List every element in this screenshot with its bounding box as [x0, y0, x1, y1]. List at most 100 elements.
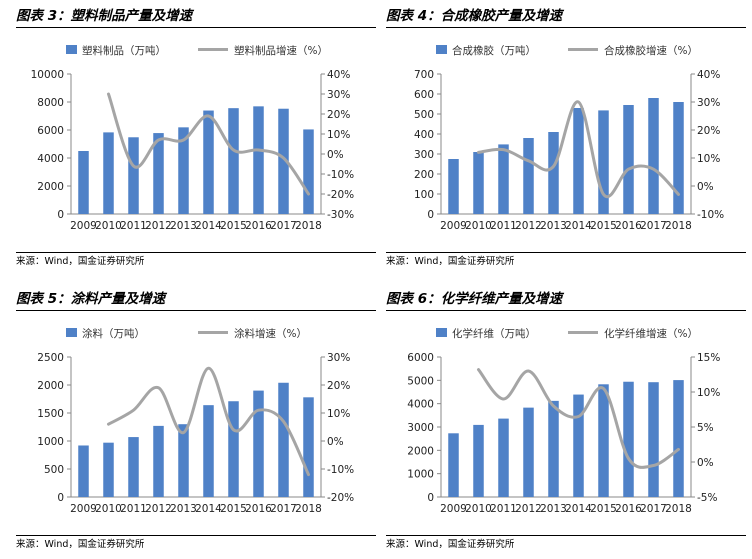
x-tick-label: 2011	[120, 503, 147, 515]
left-tick-label: 5000	[407, 375, 434, 387]
left-tick-label: 500	[44, 464, 64, 476]
right-tick-label: 10%	[697, 153, 720, 165]
x-tick-label: 2012	[145, 503, 172, 515]
growth-line	[107, 92, 310, 196]
right-tick-label: -10%	[327, 169, 354, 181]
legend-label-line: 合成橡胶增速（%）	[604, 44, 698, 57]
left-tick-label: 3000	[407, 422, 434, 434]
bar	[448, 159, 459, 214]
x-tick-label: 2015	[220, 503, 247, 515]
x-tick-label: 2017	[270, 503, 297, 515]
bar	[178, 127, 189, 214]
bar	[598, 110, 609, 214]
x-tick-label: 2014	[565, 503, 592, 515]
right-tick-label: -10%	[697, 209, 724, 221]
left-tick-label: 0	[427, 492, 434, 504]
x-tick-label: 2014	[565, 220, 592, 232]
x-tick-label: 2010	[465, 220, 492, 232]
chart-source: 来源：Wind，国金证券研究所	[16, 252, 376, 270]
left-tick-label: 6000	[407, 352, 434, 364]
x-tick-label: 2014	[195, 503, 222, 515]
x-tick-label: 2009	[440, 220, 467, 232]
left-tick-label: 10000	[31, 69, 64, 81]
chart-panel-chemical-fiber: 图表 6：化学纤维产量及增速 化学纤维（万吨） 化学纤维增速（%） 0 1000 200…	[386, 289, 746, 559]
chart-source: 来源：Wind，国金证券研究所	[386, 252, 746, 270]
x-tick-label: 2018	[665, 503, 692, 515]
right-tick-label: 5%	[697, 422, 714, 434]
x-tick-label: 2011	[490, 503, 517, 515]
left-tick-label: 2000	[37, 380, 64, 392]
right-tick-label: 20%	[327, 380, 350, 392]
bar	[473, 424, 484, 497]
x-tick-label: 2013	[170, 503, 197, 515]
x-tick-label: 2009	[440, 503, 467, 515]
bar	[253, 106, 264, 214]
bar	[228, 108, 239, 214]
chart-panel-coatings: 图表 5：涂料产量及增速 涂料（万吨） 涂料增速（%） 0 500 1000 1500 20…	[16, 289, 376, 559]
bar	[178, 424, 189, 497]
chart-title: 图表 6：化学纤维产量及增速	[386, 289, 746, 311]
right-tick-label: 0%	[327, 436, 344, 448]
chart-title: 图表 4：合成橡胶产量及增速	[386, 6, 746, 28]
bar	[103, 442, 114, 497]
right-tick-label: -20%	[327, 189, 354, 201]
bar	[673, 102, 684, 214]
x-tick-label: 2016	[245, 503, 272, 515]
left-tick-label: 8000	[37, 97, 64, 109]
left-tick-label: 4000	[37, 153, 64, 165]
x-tick-label: 2012	[145, 220, 172, 232]
bar	[548, 400, 559, 497]
x-tick-label: 2011	[490, 220, 517, 232]
right-tick-label: 15%	[697, 352, 720, 364]
left-tick-label: 4000	[407, 399, 434, 411]
bar	[598, 384, 609, 497]
left-tick-label: 700	[414, 69, 434, 81]
bar	[153, 133, 164, 214]
left-tick-label: 200	[414, 169, 434, 181]
legend-swatch-bar	[66, 328, 77, 337]
x-tick-label: 2017	[640, 220, 667, 232]
chart-panel-plastics: 图表 3：塑料制品产量及增速 塑料制品（万吨） 塑料制品增速（%） 0 2000 400…	[16, 6, 376, 276]
right-tick-label: 20%	[327, 109, 350, 121]
x-tick-label: 2018	[665, 220, 692, 232]
bar	[78, 445, 89, 497]
x-tick-label: 2015	[220, 220, 247, 232]
legend-label-line: 化学纤维增速（%）	[604, 327, 698, 340]
bar	[473, 152, 484, 214]
x-tick-label: 2016	[245, 220, 272, 232]
bar	[78, 151, 89, 214]
left-tick-label: 1000	[407, 469, 434, 481]
right-tick-label: -5%	[697, 492, 717, 504]
bar	[648, 382, 659, 497]
bar	[203, 405, 214, 497]
right-tick-label: 0%	[327, 149, 344, 161]
left-tick-label: 2000	[37, 181, 64, 193]
growth-line	[107, 366, 310, 477]
x-tick-label: 2013	[170, 220, 197, 232]
right-tick-label: -10%	[327, 464, 354, 476]
bar	[303, 129, 314, 214]
x-tick-label: 2010	[95, 503, 122, 515]
bar	[278, 108, 289, 214]
bar	[548, 132, 559, 214]
right-tick-label: 0%	[697, 457, 714, 469]
right-tick-label: 40%	[697, 69, 720, 81]
bar	[203, 110, 214, 214]
bar	[498, 418, 509, 497]
right-tick-label: 40%	[327, 69, 350, 81]
x-tick-label: 2015	[590, 220, 617, 232]
legend-label-bar: 塑料制品（万吨）	[82, 44, 166, 57]
left-tick-label: 100	[414, 189, 434, 201]
chart-synthetic-rubber: 合成橡胶（万吨） 合成橡胶增速（%） 0 100 200 300 400 500 600 700 -…	[414, 44, 724, 232]
bar	[128, 137, 139, 214]
left-tick-label: 0	[57, 492, 64, 504]
left-tick-label: 0	[57, 209, 64, 221]
chart-panel-synthetic-rubber: 图表 4：合成橡胶产量及增速 合成橡胶（万吨） 合成橡胶增速（%） 0 100 200 3…	[386, 6, 746, 276]
right-tick-label: 30%	[327, 89, 350, 101]
x-tick-label: 2015	[590, 503, 617, 515]
bar	[573, 108, 584, 214]
x-tick-label: 2016	[615, 220, 642, 232]
left-tick-label: 300	[414, 149, 434, 161]
chart-source: 来源：Wind，国金证券研究所	[16, 535, 376, 553]
x-tick-label: 2018	[295, 503, 322, 515]
